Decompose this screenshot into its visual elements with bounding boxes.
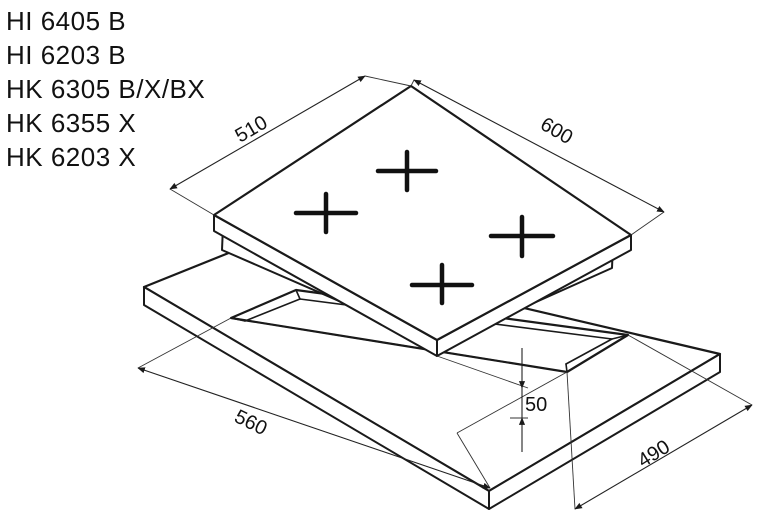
- model-name: HK 6355 X: [6, 108, 137, 138]
- model-name: HI 6203 B: [6, 40, 127, 70]
- model-name: HK 6203 X: [6, 142, 137, 172]
- burner-left: [293, 191, 359, 235]
- burners: [293, 149, 556, 306]
- dimension-label: 50: [525, 394, 547, 416]
- burner-front: [409, 262, 475, 306]
- burner-right: [488, 214, 556, 259]
- dimension-label: 510: [232, 112, 272, 148]
- dimension-height: 50: [436, 348, 547, 452]
- model-name: HI 6405 B: [6, 6, 127, 36]
- dimension-label: 600: [537, 113, 577, 149]
- model-list: HI 6405 B HI 6203 B HK 6305 B/X/BX HK 63…: [6, 4, 205, 174]
- dimension-label: 490: [634, 436, 674, 472]
